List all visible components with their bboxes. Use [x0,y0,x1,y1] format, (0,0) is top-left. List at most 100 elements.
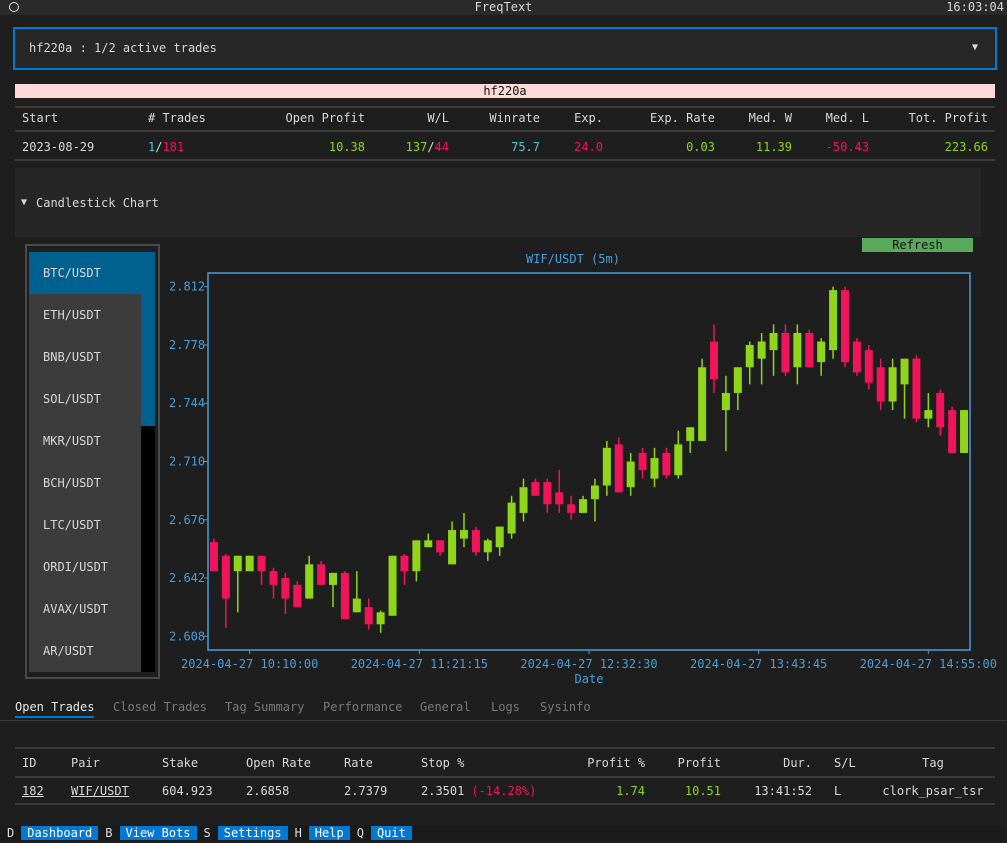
candle-body [710,341,719,380]
candle-body [400,555,409,572]
divider [15,747,995,749]
footer-key[interactable]: D [7,826,15,840]
cell-text: clork_psar_tsr [882,784,984,798]
footer-label[interactable]: Help [308,826,350,840]
column-header: Tag [922,756,944,770]
summary-cell: 137/44 [406,140,449,154]
pair-item[interactable]: ORDI/USDT [43,560,109,574]
candle-body [626,461,635,488]
candle-body [364,607,373,625]
candle-body [674,444,683,476]
footer-label[interactable]: Settings [217,826,288,840]
footer-label[interactable]: View Bots [119,826,197,840]
cell-text: 75.7 [511,140,540,154]
pair-item[interactable]: BTC/USDT [29,252,155,294]
candle-body [912,358,921,419]
pair-item[interactable]: BCH/USDT [43,476,101,490]
column-header: Stake [162,756,199,770]
refresh-button[interactable]: Refresh [862,238,973,252]
summary-cell: 11.39 [756,140,792,154]
scrollbar-thumb[interactable] [141,252,155,426]
footer-key[interactable]: S [203,826,211,840]
cell-text: L [834,784,842,798]
summary-cell: 24.0 [574,140,603,154]
cell-text: 181 [162,140,185,154]
candle-body [960,410,969,453]
column-header: S/L [834,756,856,770]
candle-body [805,332,814,368]
pair-item[interactable]: LTC/USDT [43,518,101,532]
cell-text: (-14.28%) [471,784,537,798]
pair-item[interactable]: AR/USDT [43,644,94,658]
tab[interactable]: Logs [491,700,520,714]
candle-body [305,564,314,599]
column-header: Exp. [574,111,603,125]
bot-select[interactable] [13,27,997,70]
footer-key[interactable]: Q [356,826,364,840]
candle-body [936,392,945,428]
cell-text[interactable]: WIF/USDT [71,784,129,798]
y-tick-label: 2.608 [169,629,205,643]
column-header: Pair [71,756,100,770]
candle-body [459,530,468,539]
column-header: W/L [427,111,449,125]
divider [15,159,995,161]
footer-label[interactable]: Quit [370,826,412,840]
column-header: Profit [677,756,721,770]
cell-text: 604.923 [162,784,213,798]
y-tick-label: 2.710 [169,455,205,469]
tab[interactable]: General [420,700,471,714]
pair-item[interactable]: SOL/USDT [43,392,101,406]
summary-cell: 0.03 [686,140,715,154]
pair-item[interactable]: ETH/USDT [43,308,101,322]
candle-body [388,555,397,616]
pair-item[interactable]: AVAX/USDT [43,602,109,616]
cell-text: -50.43 [825,140,869,154]
title-icon[interactable] [9,2,19,12]
cell-text: 24.0 [574,140,603,154]
plot-frame [207,272,971,651]
candle-body [614,444,623,493]
candle-body [340,572,349,620]
cell-text[interactable]: 182 [22,784,44,798]
pair-item[interactable]: MKR/USDT [43,434,101,448]
footer-key[interactable]: B [105,826,113,840]
divider [15,776,995,778]
chart-section-header[interactable] [15,168,981,237]
trade-cell: 604.923 [162,784,213,798]
column-header: Med. W [748,111,792,125]
cell-text: 1.74 [616,784,645,798]
pair-item[interactable]: BNB/USDT [43,350,101,364]
tab[interactable]: Performance [323,700,403,714]
column-header: Exp. Rate [649,111,715,125]
candle-body [793,332,802,368]
footer-key[interactable]: H [294,826,302,840]
candle-body [281,578,290,599]
candle-body [233,555,242,572]
y-tick-label: 2.778 [169,338,205,352]
chart-title: WIF/USDT (5m) [526,252,620,266]
candle-body [662,452,671,476]
column-header: Start [22,111,59,125]
cell-text: 223.66 [944,140,988,154]
candle-body [757,341,766,359]
candle-body [698,367,707,441]
x-tick-label: 2024-04-27 14:55:00 [860,657,997,671]
tab[interactable]: Closed Trades [113,700,207,714]
candle-body [602,447,611,486]
tab[interactable]: Sysinfo [540,700,591,714]
candle-body [209,542,218,572]
trade-cell: WIF/USDT [71,784,129,798]
footer-label[interactable]: Dashboard [21,826,99,840]
cell-text: / [427,140,435,154]
title-bar [0,0,1007,15]
tab[interactable]: Open Trades [15,700,95,718]
x-tick-label: 2024-04-27 12:32:30 [520,657,657,671]
y-tick-label: 2.676 [169,513,205,527]
tab[interactable]: Tag Summary [225,700,305,714]
bot-name: hf220a [15,84,995,98]
cell-text: 2.3501 [421,784,465,798]
candle-body [888,367,897,402]
column-header: Open Rate [246,756,312,770]
